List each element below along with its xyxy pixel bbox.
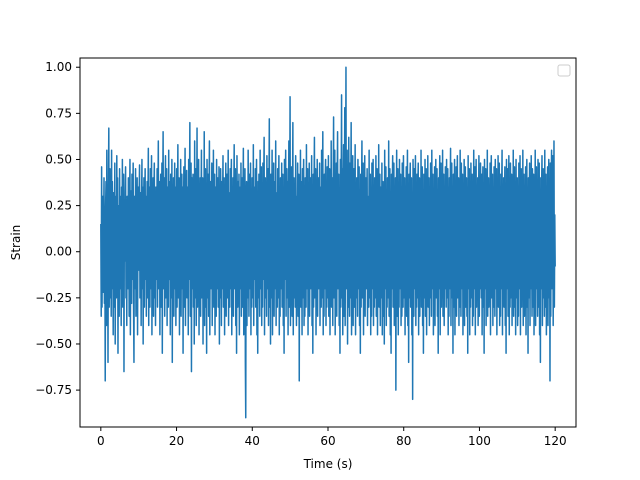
x-tick-label: 60 [320, 434, 335, 448]
x-axis-ticks: 0 20 40 60 80 100 120 [97, 427, 567, 448]
y-tick-label: −0.50 [35, 337, 72, 351]
y-tick-label: −0.25 [35, 291, 72, 305]
x-tick-label: 0 [97, 434, 105, 448]
y-tick-label: 0.00 [45, 245, 72, 259]
y-tick-label: 1.00 [45, 60, 72, 74]
series-layer [100, 66, 556, 419]
x-tick-label: 20 [169, 434, 184, 448]
x-tick-label: 100 [468, 434, 491, 448]
y-tick-label: 0.50 [45, 152, 72, 166]
x-tick-label: 40 [245, 434, 260, 448]
y-tick-label: 0.25 [45, 199, 72, 213]
y-axis-label: Strain [9, 225, 23, 261]
x-tick-label: 120 [544, 434, 567, 448]
y-axis-ticks: −0.75 −0.50 −0.25 0.00 0.25 0.50 0.75 1.00 [35, 60, 80, 397]
legend-box [557, 64, 571, 77]
series-line-0 [100, 66, 556, 419]
y-tick-label: 0.75 [45, 106, 72, 120]
x-tick-label: 80 [396, 434, 411, 448]
y-tick-label: −0.75 [35, 383, 72, 397]
x-axis-label: Time (s) [303, 457, 353, 471]
